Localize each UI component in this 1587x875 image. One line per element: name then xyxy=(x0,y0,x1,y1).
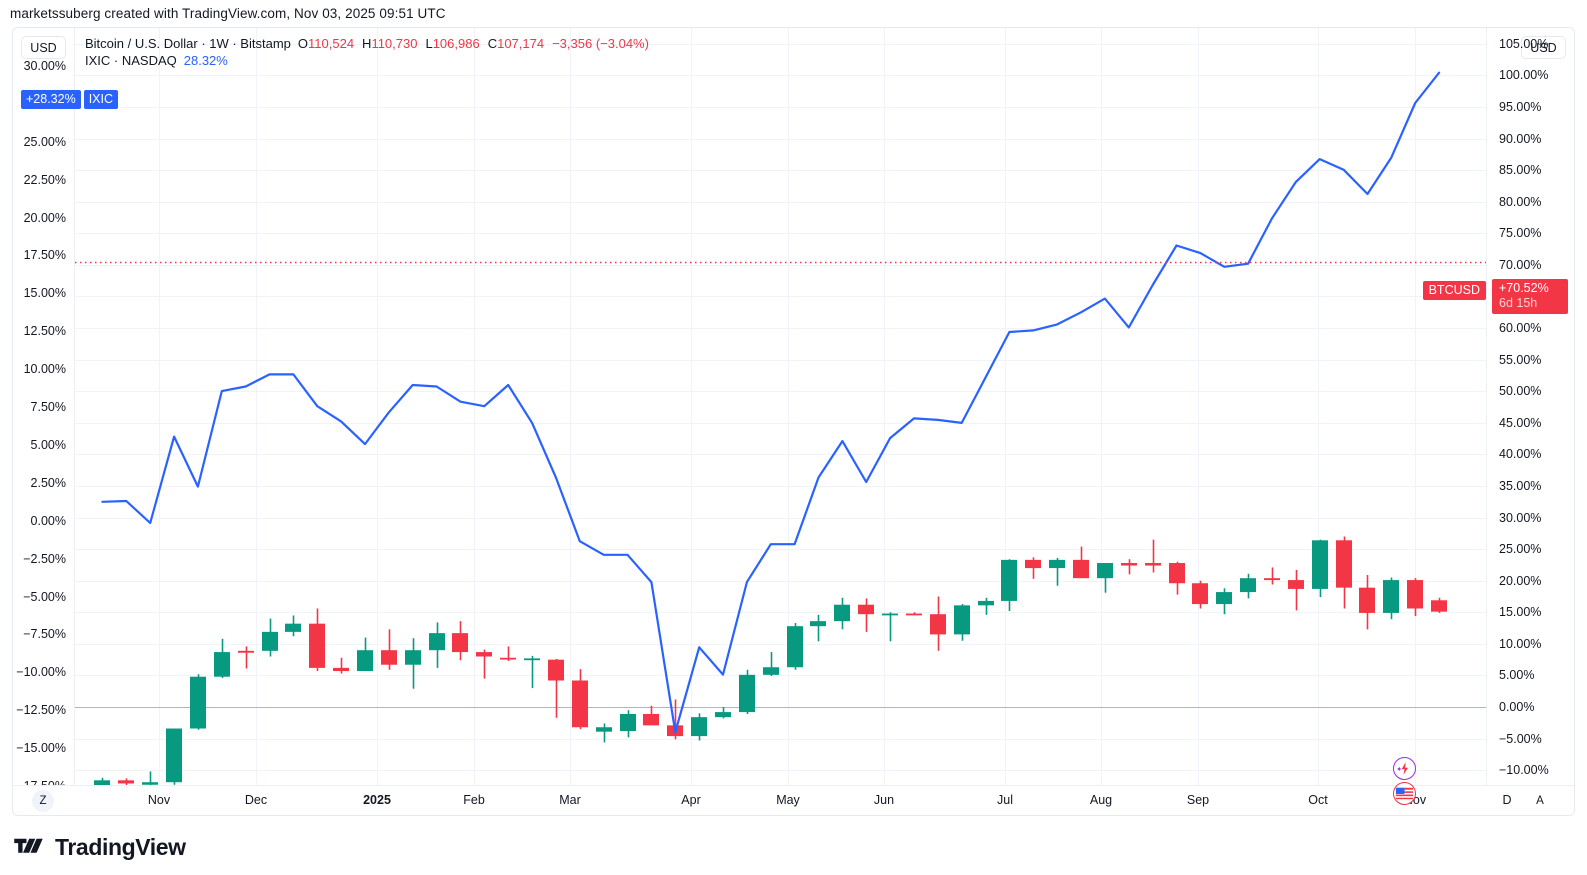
right-scale-tick: 25.00% xyxy=(1499,542,1542,557)
time-scale-label: Jul xyxy=(997,793,1013,807)
tradingview-footer: TradingView xyxy=(14,834,186,861)
time-scale-label: Aug xyxy=(1089,793,1113,807)
right-scale-tick: 70.00% xyxy=(1499,257,1542,272)
right-scale-tick: 40.00% xyxy=(1499,447,1542,462)
time-scale-label: Apr xyxy=(681,793,701,807)
ixic-badge-value: +28.32% xyxy=(21,90,81,110)
right-scale-currency-badge[interactable]: USD xyxy=(1521,36,1566,59)
left-scale-tick: −5.00% xyxy=(23,589,66,604)
right-scale-tick: 15.00% xyxy=(1499,605,1542,620)
left-scale-currency-badge[interactable]: USD xyxy=(21,36,66,59)
left-scale-tick: 15.00% xyxy=(23,286,66,301)
time-scale-label: Jun xyxy=(873,793,895,807)
left-scale-tick: 30.00% xyxy=(23,58,66,73)
time-scale-label: Sep xyxy=(1186,793,1210,807)
time-scale-label: 2025 xyxy=(363,793,391,807)
btcusd-value-badge: +70.52% 6d 15h xyxy=(1492,278,1568,314)
left-scale-tick: −10.00% xyxy=(16,665,66,680)
chart-canvas xyxy=(75,28,1486,785)
tradingview-logo-icon xyxy=(14,838,43,853)
left-scale-tick: 22.50% xyxy=(23,172,66,187)
right-scale-tick: 35.00% xyxy=(1499,478,1542,493)
left-scale-tick: 10.00% xyxy=(23,362,66,377)
us-flag-icon[interactable] xyxy=(1393,782,1416,805)
right-scale-tick: 80.00% xyxy=(1499,194,1542,209)
right-scale-tick: 0.00% xyxy=(1499,700,1535,715)
btcusd-price-line-tag: BTCUSD xyxy=(1422,280,1486,300)
sparkle-lightning-icon[interactable] xyxy=(1393,757,1416,780)
right-scale-tick: 60.00% xyxy=(1499,321,1542,336)
left-scale-tick: 25.00% xyxy=(23,134,66,149)
left-scale-tick: −2.50% xyxy=(23,551,66,566)
right-price-scale[interactable]: USD 105.00% 100.00% 95.00% 90.00% 85.00% 80.0… xyxy=(1486,28,1574,815)
auto-scale-button[interactable]: A xyxy=(1536,795,1544,807)
time-scale-label: Feb xyxy=(463,793,485,807)
time-scale[interactable]: Z Nov Dec 2025 Feb Mar Apr May Jun Jul Aug Sep Oct N… xyxy=(13,785,1574,815)
right-scale-tick: 30.00% xyxy=(1499,510,1542,525)
right-scale-tick: 10.00% xyxy=(1499,636,1542,651)
left-scale-tick: −12.50% xyxy=(16,703,66,718)
time-scale-label: May xyxy=(776,793,800,807)
left-scale-tick: −7.50% xyxy=(23,627,66,642)
right-scale-tick: −5.00% xyxy=(1499,731,1542,746)
right-scale-tick: 95.00% xyxy=(1499,99,1542,114)
btcusd-badge-countdown: 6d 15h xyxy=(1499,295,1538,310)
time-scale-label: Oct xyxy=(1308,793,1328,807)
ixic-value-badge: +28.32% IXIC xyxy=(21,90,119,110)
attribution-text: marketssuberg created with TradingView.c… xyxy=(10,6,446,21)
btcusd-badge-value: +70.52% xyxy=(1499,280,1549,295)
gridlines xyxy=(75,28,1486,785)
right-scale-tick: 100.00% xyxy=(1499,68,1549,83)
compare-line-series xyxy=(101,71,1441,734)
left-scale-tick: 12.50% xyxy=(23,324,66,339)
time-scale-label: Dec xyxy=(244,793,268,807)
right-scale-tick: 90.00% xyxy=(1499,131,1542,146)
left-scale-tick: 7.50% xyxy=(30,400,66,414)
right-scale-tick: 55.00% xyxy=(1499,352,1542,367)
left-scale-tick: 17.50% xyxy=(23,248,66,263)
chart-frame: Bitcoin / U.S. Dollar · 1W · Bitstamp O1… xyxy=(12,27,1575,816)
tradingview-wordmark: TradingView xyxy=(55,834,186,860)
ixic-badge-tag: IXIC xyxy=(83,90,119,110)
timezone-button[interactable]: Z xyxy=(32,790,54,812)
left-scale-tick: 2.50% xyxy=(30,475,66,490)
left-price-scale[interactable]: USD 30.00%27.50%25.00%22.50%20.00%17.50%… xyxy=(13,28,75,815)
time-scale-label: Mar xyxy=(559,793,581,807)
right-scale-tick: 85.00% xyxy=(1499,163,1542,178)
left-scale-tick: 20.00% xyxy=(23,210,66,225)
right-scale-tick: −10.00% xyxy=(1499,763,1549,778)
left-scale-tick: −15.00% xyxy=(16,741,66,756)
left-scale-tick: 5.00% xyxy=(30,437,66,452)
time-interval-letter[interactable]: D xyxy=(1502,793,1512,807)
right-scale-tick: 45.00% xyxy=(1499,415,1542,430)
right-scale-tick: 75.00% xyxy=(1499,226,1542,241)
candlestick-series xyxy=(94,536,1447,785)
right-scale-tick: 50.00% xyxy=(1499,384,1542,399)
plot-area[interactable] xyxy=(75,28,1486,785)
time-scale-label: Nov xyxy=(147,793,171,807)
right-scale-tick: 105.00% xyxy=(1499,36,1549,51)
left-scale-tick: 0.00% xyxy=(30,513,66,528)
right-scale-tick: 5.00% xyxy=(1499,668,1535,683)
right-scale-tick: 20.00% xyxy=(1499,573,1542,588)
